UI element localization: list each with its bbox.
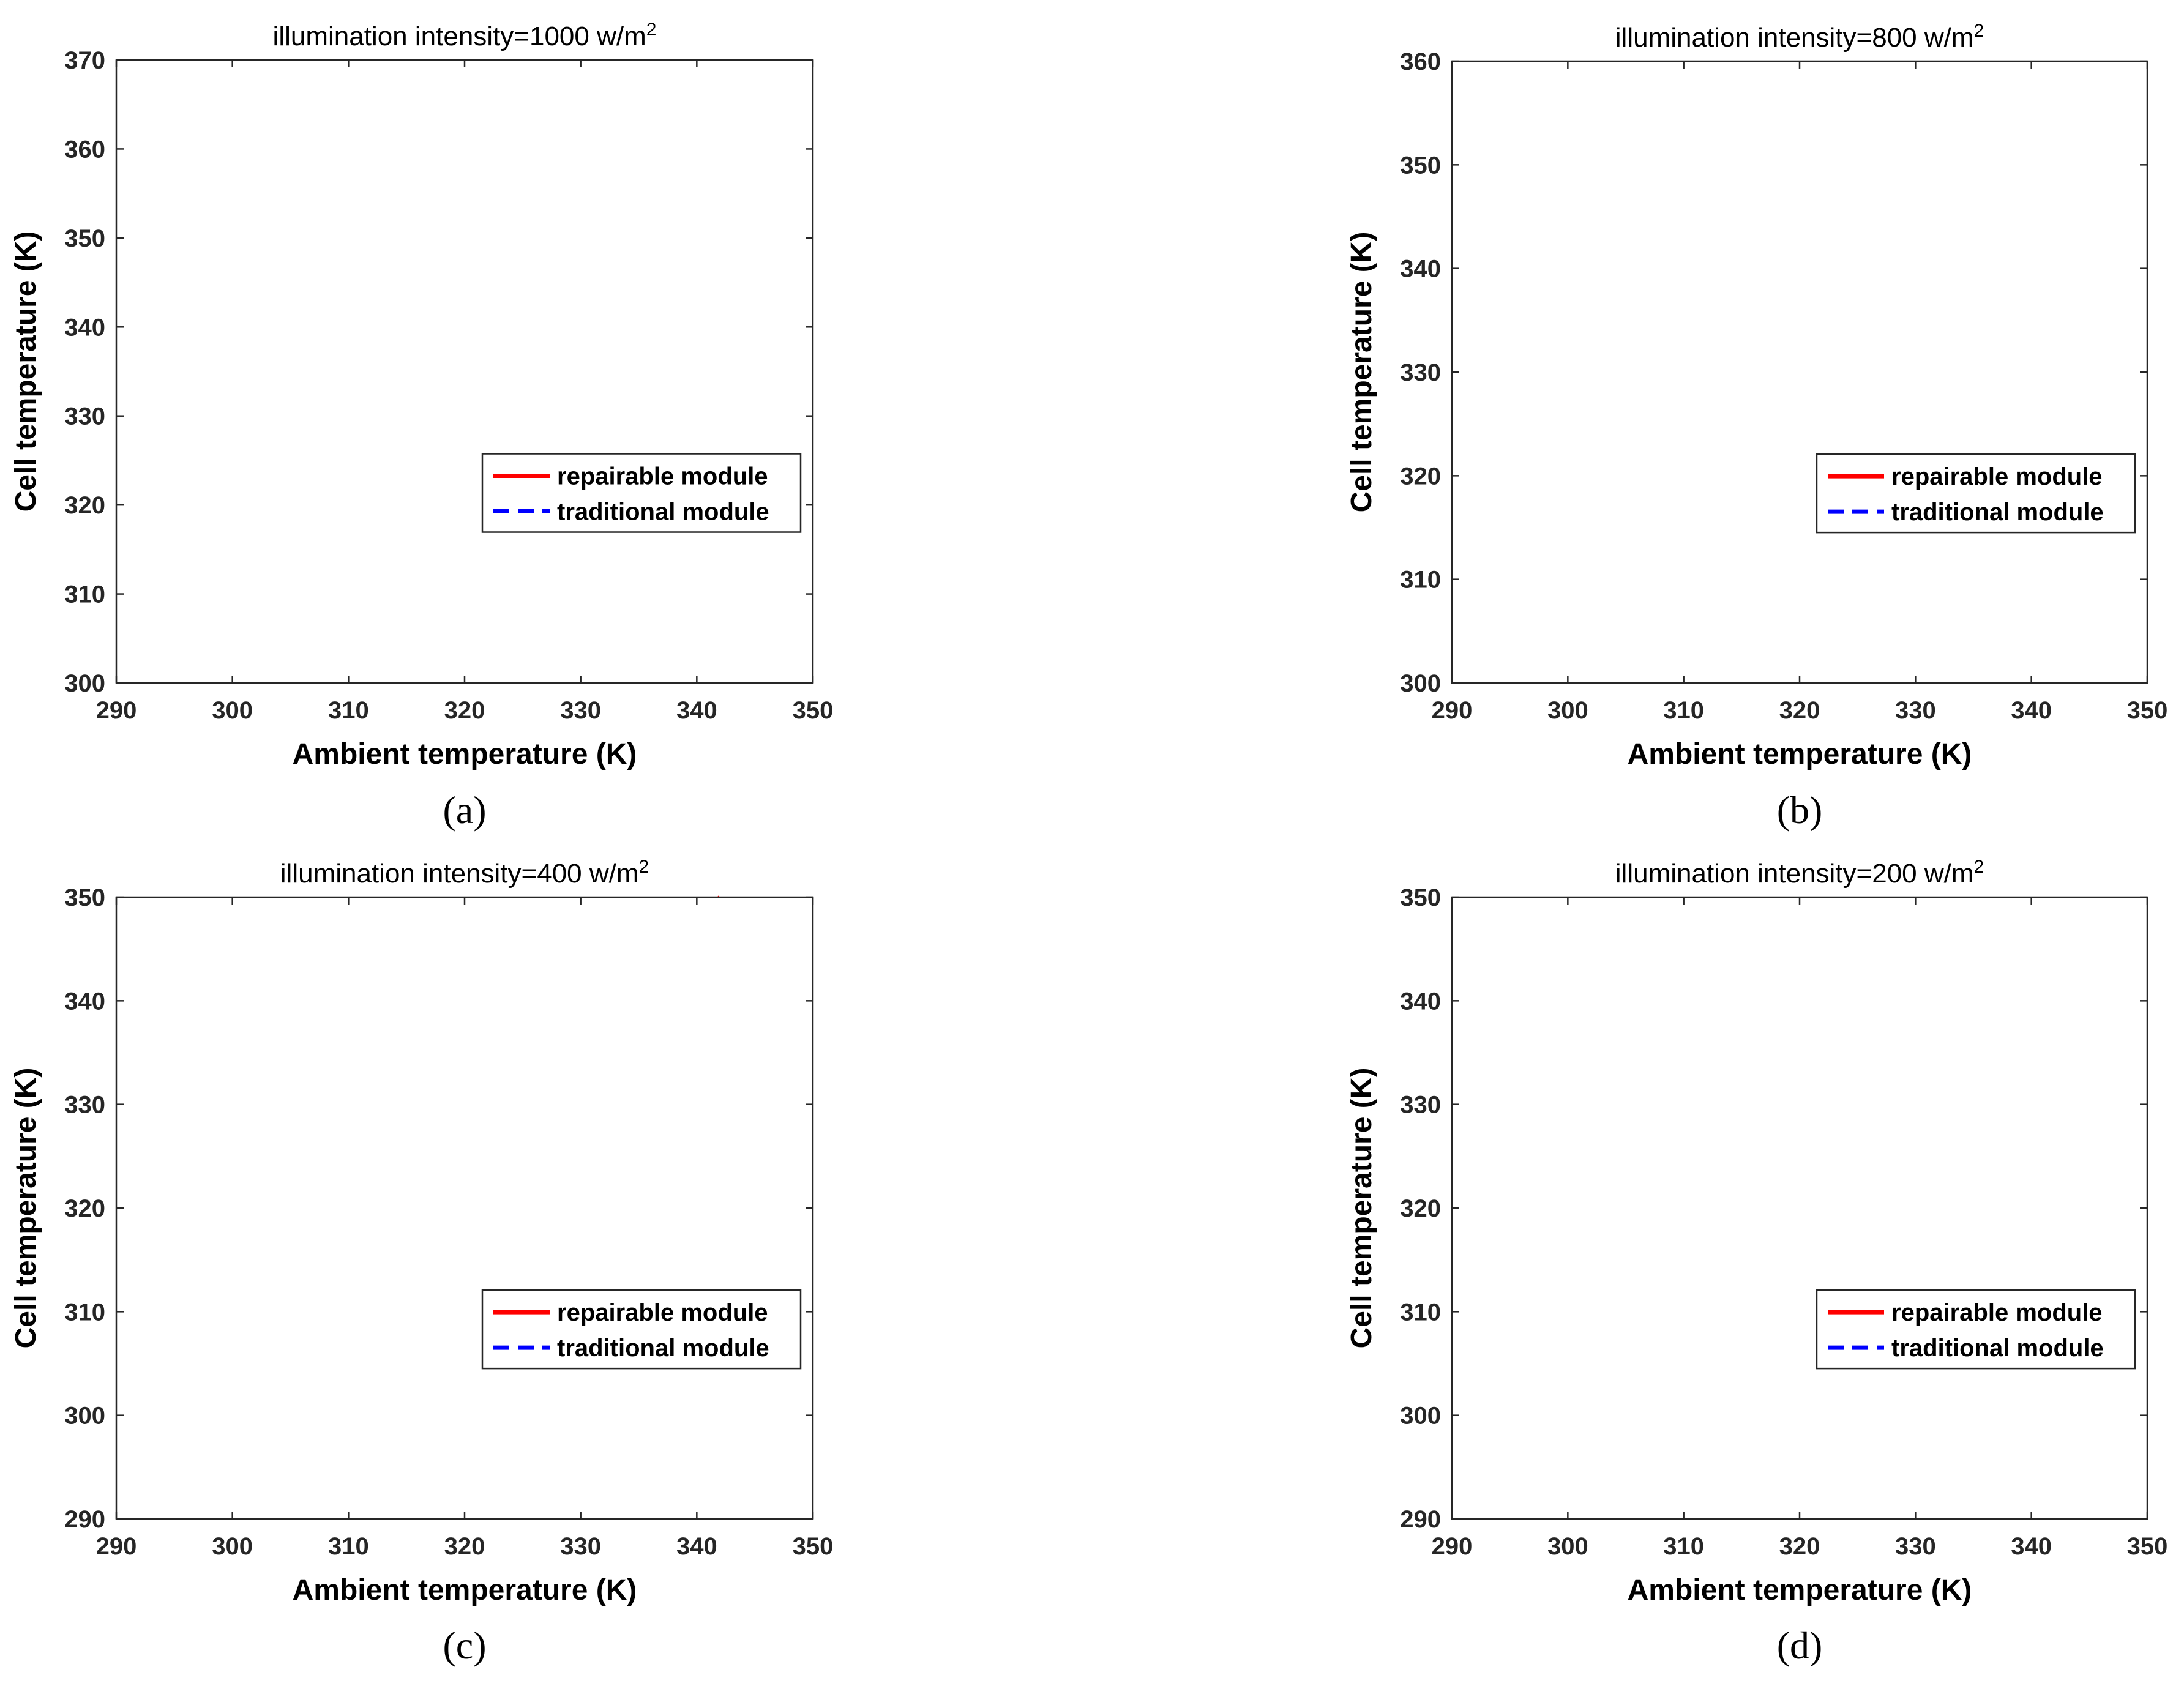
y-tick-label: 350 <box>1400 884 1441 911</box>
legend: repairable module traditional module <box>481 453 802 533</box>
panel-caption-b: (b) <box>1777 788 1823 832</box>
x-tick-label: 290 <box>96 697 137 724</box>
panel-caption-a: (a) <box>443 788 486 832</box>
legend-label-traditional-module: traditional module <box>1891 499 2104 526</box>
y-tick-label: 340 <box>64 314 105 341</box>
legend-label-traditional-module: traditional module <box>557 1335 769 1362</box>
x-tick-label: 340 <box>676 1533 717 1560</box>
legend-label-traditional-module: traditional module <box>1891 1335 2104 1362</box>
y-tick-label: 350 <box>1400 152 1441 179</box>
x-tick-label: 310 <box>328 697 369 724</box>
x-tick-label: 300 <box>212 697 253 724</box>
legend-box <box>1816 1289 2136 1370</box>
y-tick-label: 360 <box>1400 48 1441 75</box>
legend-label-repairable-module: repairable module <box>1891 1299 2103 1326</box>
y-tick-label: 330 <box>1400 1092 1441 1119</box>
x-tick-label: 310 <box>328 1533 369 1560</box>
x-tick-label: 350 <box>793 697 834 724</box>
x-tick-label: 340 <box>2011 1533 2052 1560</box>
y-axis-label: Cell temperature (K) <box>10 1068 42 1349</box>
x-tick-label: 350 <box>2127 697 2168 724</box>
axes-frame <box>115 896 814 1520</box>
x-tick-label: 300 <box>212 1533 253 1560</box>
y-tick-label: 350 <box>64 225 105 252</box>
y-tick-label: 330 <box>64 1092 105 1119</box>
y-tick-label: 340 <box>64 988 105 1015</box>
x-tick-label: 340 <box>2011 697 2052 724</box>
x-tick-label: 310 <box>1663 697 1704 724</box>
panel-caption-c: (c) <box>443 1624 486 1667</box>
y-axis-label: Cell temperature (K) <box>1345 1068 1378 1349</box>
y-tick-label: 290 <box>1400 1506 1441 1533</box>
legend-label-repairable-module: repairable module <box>557 463 768 490</box>
x-tick-label: 340 <box>676 697 717 724</box>
y-tick-label: 360 <box>64 136 105 163</box>
x-axis-label: Ambient temperature (K) <box>1628 1574 1972 1606</box>
legend: repairable module traditional module <box>1816 1289 2136 1370</box>
chart-panel-b: 290 300 310 320 330 340 3503003103203303403503… <box>1345 21 2167 832</box>
y-tick-label: 340 <box>1400 988 1441 1015</box>
legend-box <box>1816 453 2136 534</box>
y-axis-label: Cell temperature (K) <box>10 231 42 512</box>
y-tick-label: 310 <box>64 581 105 608</box>
x-tick-label: 320 <box>444 697 485 724</box>
y-tick-label: 320 <box>64 1195 105 1222</box>
legend: repairable module traditional module <box>481 1289 802 1370</box>
x-tick-label: 320 <box>444 1533 485 1560</box>
chart-title: illumination intensity=800 w/m2 <box>1615 21 1984 53</box>
y-tick-label: 300 <box>64 1403 105 1430</box>
y-tick-label: 370 <box>64 47 105 74</box>
y-tick-label: 300 <box>1400 1403 1441 1430</box>
x-tick-label: 330 <box>560 1533 601 1560</box>
x-tick-label: 290 <box>1432 697 1473 724</box>
chart-title: illumination intensity=400 w/m2 <box>280 857 649 889</box>
x-tick-label: 300 <box>1547 1533 1588 1560</box>
x-axis-label: Ambient temperature (K) <box>293 738 637 770</box>
y-tick-label: 330 <box>64 403 105 430</box>
y-tick-label: 320 <box>1400 1195 1441 1222</box>
y-tick-label: 300 <box>1400 670 1441 697</box>
legend-label-traditional-module: traditional module <box>557 499 769 526</box>
axes-frame <box>115 59 814 684</box>
y-tick-label: 330 <box>1400 359 1441 386</box>
chart-panel-c: 290 300 310 320 330 340 350 290 300 310 320 330 340 3… <box>10 857 833 1667</box>
x-tick-label: 350 <box>2127 1533 2168 1560</box>
x-tick-label: 330 <box>1895 697 1936 724</box>
x-tick-label: 300 <box>1547 697 1588 724</box>
y-tick-label: 290 <box>64 1506 105 1533</box>
x-tick-label: 290 <box>96 1533 137 1560</box>
legend-box <box>481 453 802 533</box>
y-tick-label: 320 <box>1400 463 1441 490</box>
panel-caption-d: (d) <box>1777 1624 1823 1667</box>
x-tick-label: 290 <box>1432 1533 1473 1560</box>
x-tick-label: 330 <box>560 697 601 724</box>
y-axis-label: Cell temperature (K) <box>1345 232 1378 513</box>
y-tick-label: 310 <box>1400 567 1441 594</box>
axes-frame <box>1451 60 2148 684</box>
legend: repairable module traditional module <box>1816 453 2136 534</box>
y-tick-label: 320 <box>64 492 105 519</box>
x-axis-label: Ambient temperature (K) <box>1628 738 1972 770</box>
x-tick-label: 320 <box>1779 697 1820 724</box>
axes-frame <box>1451 896 2148 1520</box>
y-tick-label: 350 <box>64 884 105 911</box>
legend-box <box>481 1289 802 1370</box>
x-tick-label: 310 <box>1663 1533 1704 1560</box>
chart-panel-a: 290 300 310 320 330 340 3503003103203303403503… <box>10 20 833 832</box>
x-axis-label: Ambient temperature (K) <box>293 1574 637 1606</box>
legend-label-repairable-module: repairable module <box>1891 463 2103 490</box>
y-tick-label: 340 <box>1400 256 1441 283</box>
y-tick-label: 310 <box>1400 1299 1441 1326</box>
chart-panel-d: 290 300 310 320 330 340 350 290 300 310 320 330 340 3… <box>1345 857 2167 1667</box>
y-tick-label: 300 <box>64 670 105 697</box>
y-tick-label: 310 <box>64 1299 105 1326</box>
x-tick-label: 330 <box>1895 1533 1936 1560</box>
x-tick-label: 350 <box>793 1533 834 1560</box>
chart-title: illumination intensity=1000 w/m2 <box>273 20 657 51</box>
legend-label-repairable-module: repairable module <box>557 1299 768 1326</box>
x-tick-label: 320 <box>1779 1533 1820 1560</box>
chart-title: illumination intensity=200 w/m2 <box>1615 857 1984 889</box>
